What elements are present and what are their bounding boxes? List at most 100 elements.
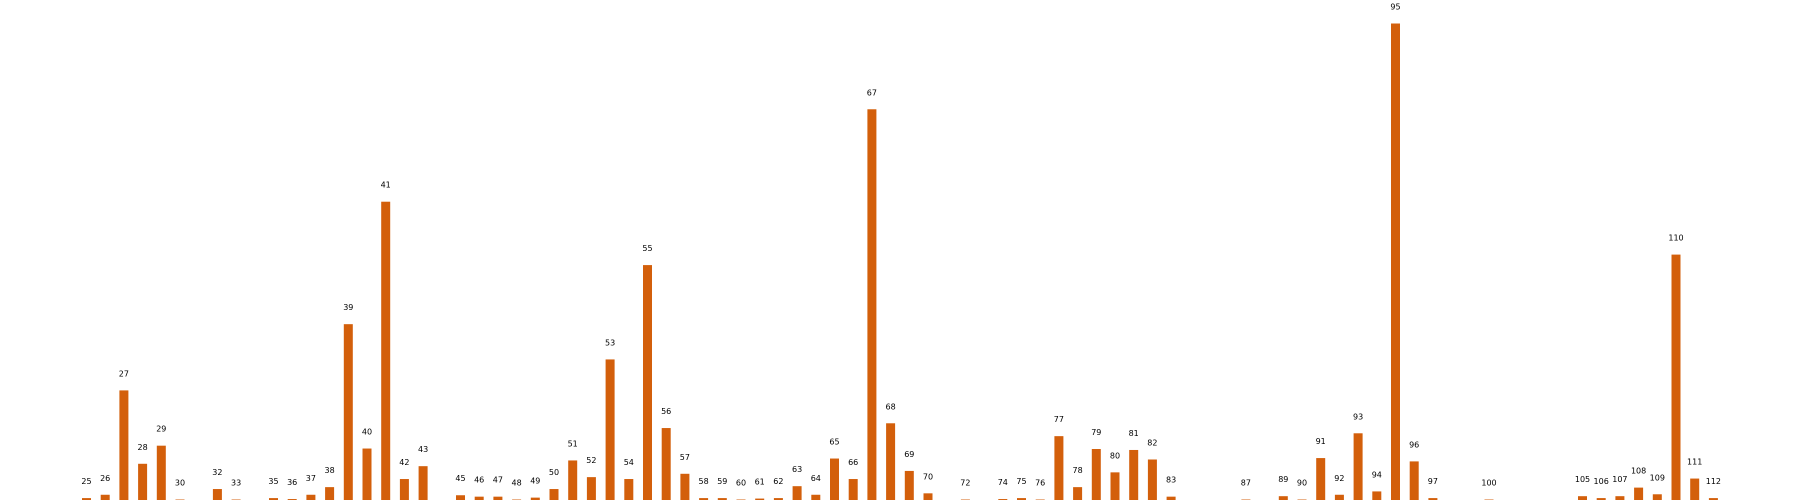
bar-label: 56 <box>661 407 671 416</box>
bar <box>399 479 409 500</box>
bar-label: 91 <box>1316 437 1326 446</box>
bar <box>269 498 278 500</box>
bar-label: 57 <box>680 453 690 462</box>
bar <box>1634 487 1644 500</box>
bar-label: 78 <box>1073 466 1083 475</box>
bar <box>624 479 634 500</box>
bar <box>82 498 91 500</box>
bar-label: 69 <box>904 450 914 459</box>
bar-label: 64 <box>811 474 821 483</box>
bar <box>586 477 596 500</box>
bar-label: 32 <box>212 468 222 477</box>
bar <box>1708 498 1718 500</box>
bar-label: 94 <box>1372 470 1382 479</box>
bar <box>848 479 858 500</box>
bar <box>530 497 540 500</box>
bar <box>1278 496 1288 500</box>
bar <box>661 428 671 500</box>
bar-label: 108 <box>1631 467 1646 476</box>
bar <box>1652 494 1662 500</box>
bar <box>362 448 372 500</box>
bar-label: 74 <box>998 478 1008 487</box>
bar <box>343 324 353 500</box>
bar <box>156 445 166 500</box>
bar <box>1316 458 1326 500</box>
bar-label: 60 <box>736 479 746 488</box>
bar <box>568 460 578 500</box>
bar <box>418 466 428 500</box>
bar-label: 49 <box>530 477 540 486</box>
bar <box>456 495 465 500</box>
bar-label: 36 <box>287 478 297 487</box>
bar <box>830 458 839 500</box>
bar-label: 43 <box>418 445 428 454</box>
bar-label: 35 <box>268 477 278 486</box>
bar-label: 40 <box>362 428 372 437</box>
bar <box>1054 436 1064 500</box>
bar <box>811 494 821 500</box>
bar <box>306 494 316 500</box>
bar-label: 46 <box>474 476 484 485</box>
bar-label: 112 <box>1706 477 1721 486</box>
bar-label: 97 <box>1428 477 1438 486</box>
bar-label: 68 <box>886 402 896 411</box>
bar <box>493 496 503 500</box>
bar-label: 90 <box>1297 479 1307 488</box>
bar-label: 67 <box>867 88 877 97</box>
bar-label: 38 <box>325 466 335 475</box>
bar-label: 61 <box>755 478 765 487</box>
bar <box>138 463 148 500</box>
bar-label: 42 <box>399 458 409 467</box>
bar <box>1671 254 1681 500</box>
bar <box>100 494 110 500</box>
bar-label: 54 <box>624 458 634 467</box>
bar-label: 59 <box>717 477 727 486</box>
bar-label: 41 <box>381 181 391 190</box>
bar <box>1353 433 1363 500</box>
bar-label: 75 <box>1016 477 1026 486</box>
bar-label: 105 <box>1575 475 1590 484</box>
bar-label: 95 <box>1390 3 1400 12</box>
bar <box>699 498 709 500</box>
bar-label: 51 <box>568 439 578 448</box>
bar <box>923 493 933 500</box>
bar-label: 33 <box>231 479 241 488</box>
bar-label: 89 <box>1278 475 1288 484</box>
bar <box>381 201 391 500</box>
bar <box>325 487 335 500</box>
bar-label: 25 <box>81 477 91 486</box>
bar-label: 27 <box>119 369 129 378</box>
bar <box>1391 23 1400 500</box>
bar <box>212 489 222 500</box>
bar <box>1596 498 1606 500</box>
bar <box>1166 496 1176 500</box>
bar-label: 110 <box>1668 234 1683 243</box>
bar-label: 26 <box>100 474 110 483</box>
bar-label: 72 <box>960 479 970 488</box>
bar <box>1091 449 1101 500</box>
bar <box>886 423 896 500</box>
bar <box>773 498 783 500</box>
bar-label: 111 <box>1687 458 1702 467</box>
bar-label: 58 <box>699 477 709 486</box>
bar <box>1147 459 1157 500</box>
bar <box>717 498 727 500</box>
bar <box>1578 496 1587 500</box>
bar <box>1690 478 1700 500</box>
bar-label: 81 <box>1129 429 1139 438</box>
bar-label: 47 <box>493 476 503 485</box>
bar-label: 83 <box>1166 476 1176 485</box>
bar <box>1129 449 1139 500</box>
bar-label: 65 <box>829 438 839 447</box>
bar-label: 82 <box>1147 439 1157 448</box>
bar-label: 62 <box>773 477 783 486</box>
bar-label: 87 <box>1241 479 1251 488</box>
bar-label: 48 <box>512 479 522 488</box>
bar-label: 93 <box>1353 412 1363 421</box>
bar-label: 37 <box>306 474 316 483</box>
bar-label: 28 <box>138 443 148 452</box>
bar <box>1409 461 1419 500</box>
bar <box>1017 498 1026 500</box>
